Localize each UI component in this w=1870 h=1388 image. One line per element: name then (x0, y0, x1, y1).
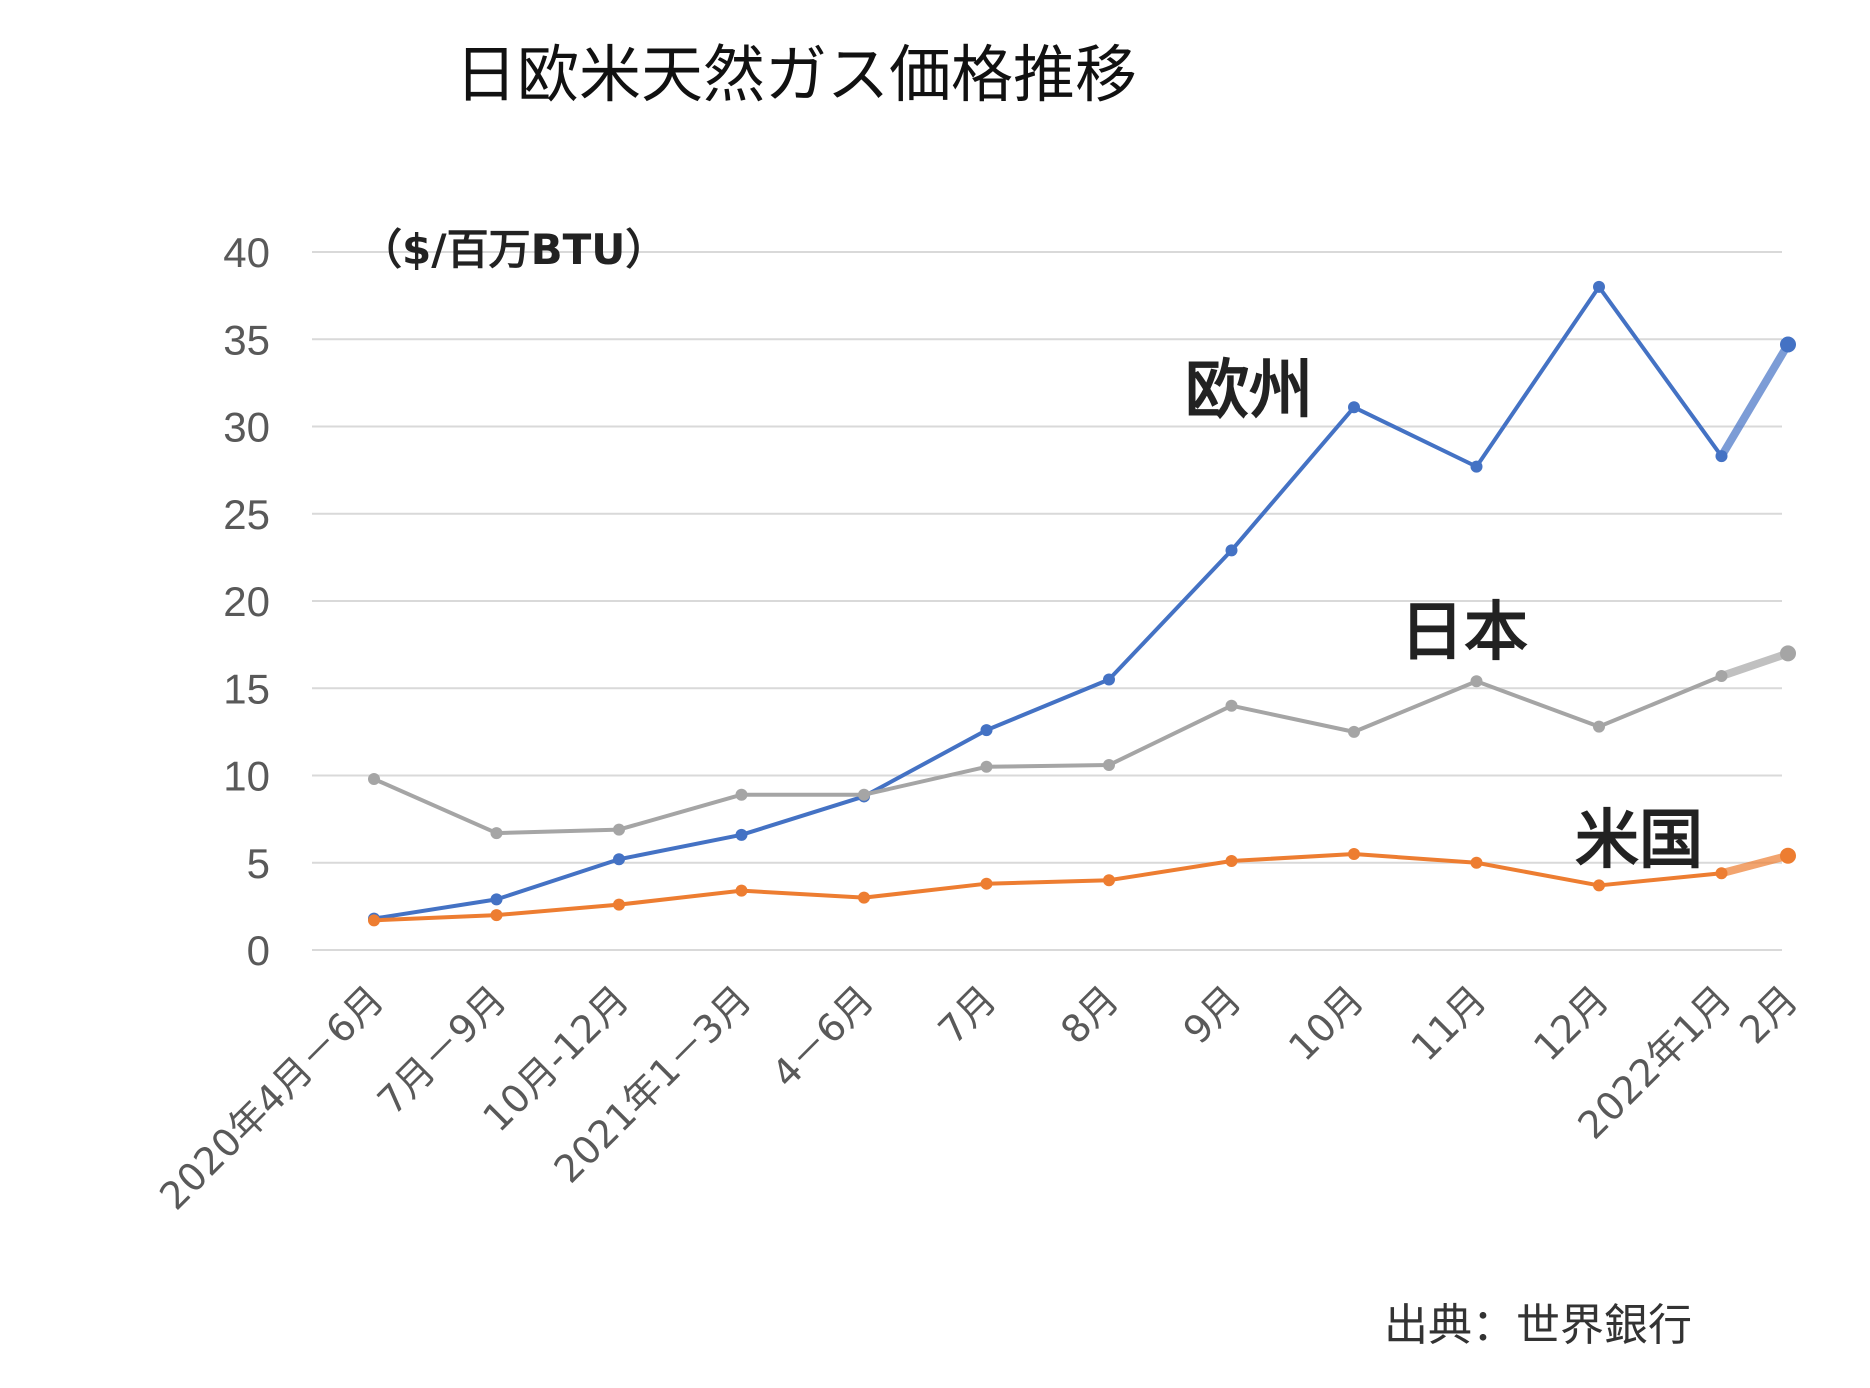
x-tick-label: 7月 (930, 977, 1005, 1052)
data-point (1715, 450, 1728, 463)
data-point (490, 909, 503, 922)
gridlines (312, 251, 1782, 951)
series-label-japan: 日本 (1400, 596, 1528, 670)
x-tick-label: 11月 (1403, 977, 1495, 1069)
data-point (1470, 460, 1483, 473)
data-point (1348, 401, 1360, 414)
series-last-segment (1717, 649, 1792, 681)
data-point (368, 914, 380, 927)
data-point (613, 853, 625, 866)
data-point (1103, 759, 1115, 772)
x-tick-label: 8月 (1052, 977, 1127, 1052)
data-point (1715, 670, 1728, 683)
series-2 (368, 847, 1796, 927)
series-label-usa: 米国 (1575, 804, 1703, 878)
data-point (368, 772, 380, 785)
series-1 (368, 645, 1796, 840)
y-tick-label: 10 (223, 753, 270, 800)
data-point (613, 898, 625, 911)
source-note: 出典：世界銀行 (1384, 1300, 1692, 1351)
y-axis-unit-label: （$/百万BTU） (360, 225, 667, 274)
y-tick-label: 0 (247, 927, 270, 974)
data-point (1470, 675, 1483, 688)
data-point (613, 823, 625, 836)
data-point (735, 884, 748, 897)
data-point (1593, 280, 1605, 293)
y-tick-label: 40 (223, 229, 270, 276)
series-line (373, 284, 1724, 921)
x-tick-label: 12月 (1525, 977, 1617, 1069)
data-point (1780, 336, 1796, 353)
data-point (1780, 645, 1796, 662)
data-point (1225, 544, 1238, 557)
y-tick-label: 20 (223, 578, 270, 625)
data-point (1715, 867, 1728, 880)
x-tick-label: 2020年4月－6月 (151, 977, 392, 1218)
data-point (1470, 856, 1483, 869)
data-point (1103, 874, 1115, 887)
data-point (1348, 725, 1360, 738)
data-point (1348, 848, 1360, 861)
data-point (980, 760, 993, 773)
y-tick-label: 5 (247, 840, 270, 887)
data-point (490, 893, 503, 906)
series-last-segment (1717, 851, 1792, 878)
data-point (1593, 720, 1605, 733)
series-line (373, 674, 1723, 836)
series-label-europe: 欧州 (1185, 354, 1313, 428)
data-point (1593, 879, 1605, 892)
series-line (373, 852, 1722, 923)
x-tick-label: 10月 (1280, 977, 1372, 1069)
series-last-segment (1717, 340, 1792, 461)
y-tick-label: 30 (223, 404, 270, 451)
y-axis-ticks: 0 5 10 15 20 25 30 35 40 (223, 229, 270, 974)
chart-title: 日欧米天然ガス価格推移 (455, 38, 1137, 111)
data-point (490, 827, 503, 840)
data-point (735, 788, 748, 801)
x-tick-label: 9月 (1175, 977, 1250, 1052)
x-tick-label: 4－6月 (763, 977, 882, 1096)
x-tick-label: 2月 (1731, 977, 1806, 1052)
data-point (980, 724, 993, 737)
y-tick-label: 35 (223, 316, 270, 363)
y-tick-label: 25 (223, 491, 270, 538)
data-point (1225, 855, 1238, 868)
data-point (858, 788, 870, 801)
data-point (1225, 699, 1238, 712)
data-point (858, 891, 870, 904)
data-series (368, 280, 1796, 927)
data-point (1103, 673, 1115, 686)
data-point (1780, 847, 1796, 864)
data-point (980, 877, 993, 890)
data-point (735, 828, 748, 841)
y-tick-label: 15 (223, 665, 270, 712)
